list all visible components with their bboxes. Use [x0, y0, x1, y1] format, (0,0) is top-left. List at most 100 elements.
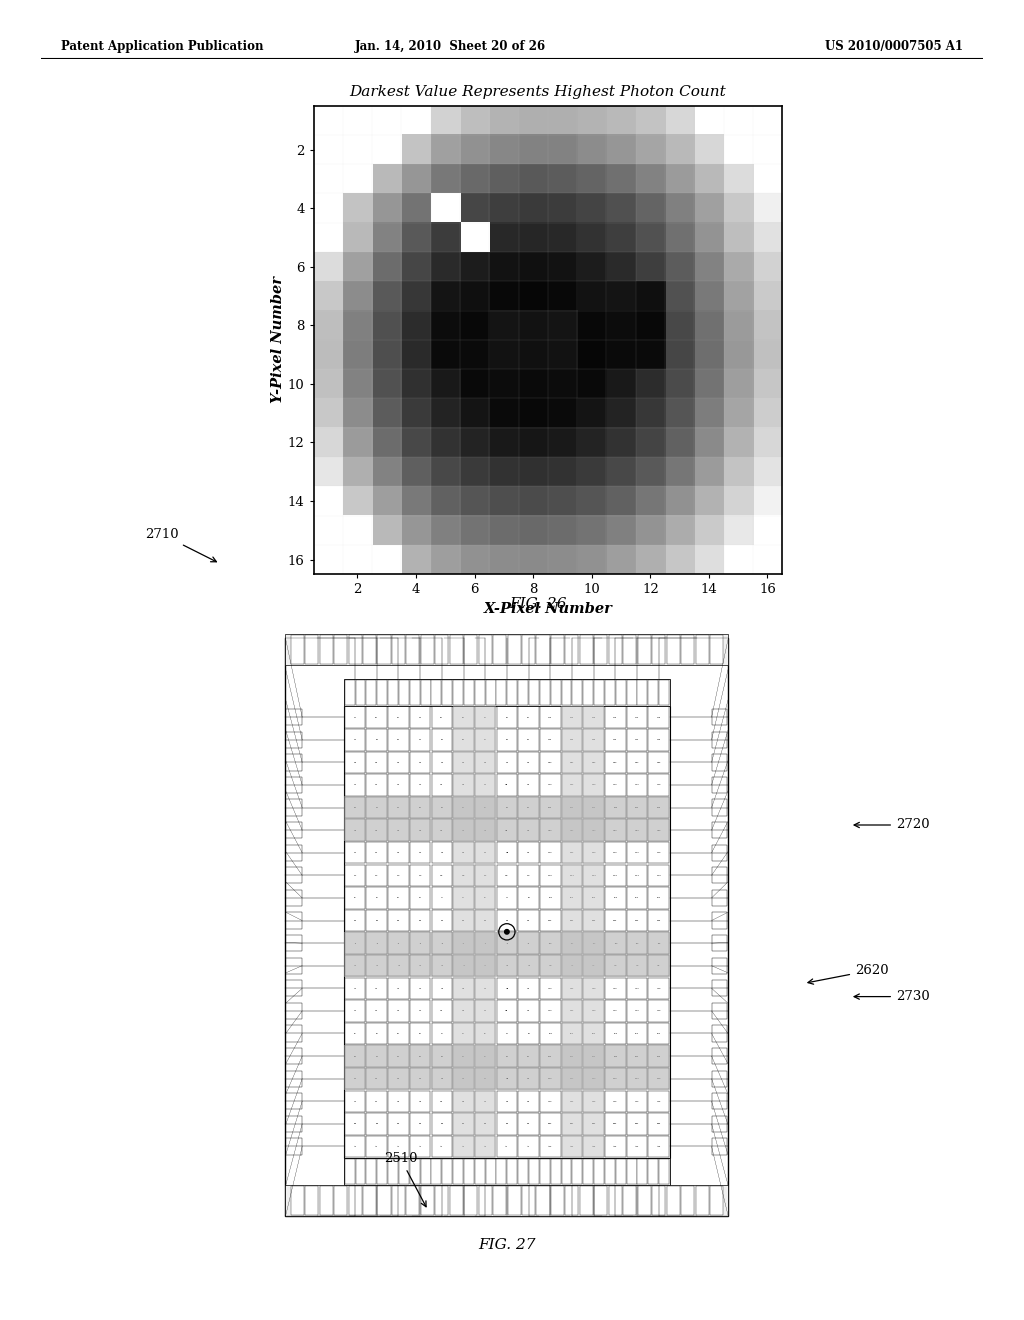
- Bar: [584, 1001, 604, 1022]
- Bar: [367, 820, 387, 841]
- Bar: [367, 1135, 387, 1158]
- Bar: [475, 1090, 496, 1111]
- Bar: [540, 775, 560, 796]
- Bar: [695, 635, 709, 664]
- Bar: [561, 842, 583, 863]
- Bar: [287, 800, 302, 816]
- Bar: [475, 978, 496, 999]
- Bar: [594, 680, 604, 705]
- Bar: [355, 680, 366, 705]
- Bar: [561, 729, 583, 751]
- Bar: [712, 709, 727, 725]
- Bar: [367, 909, 387, 932]
- Bar: [712, 754, 727, 771]
- Bar: [344, 1045, 670, 1068]
- Bar: [648, 1001, 669, 1022]
- Bar: [584, 751, 604, 774]
- Bar: [367, 706, 387, 727]
- Bar: [388, 1159, 398, 1184]
- Bar: [287, 1115, 302, 1133]
- Bar: [710, 1187, 723, 1216]
- Bar: [584, 1068, 604, 1089]
- Bar: [540, 978, 560, 999]
- Bar: [454, 954, 474, 977]
- Bar: [712, 1138, 727, 1155]
- Bar: [345, 1023, 366, 1044]
- Bar: [627, 1068, 647, 1089]
- Bar: [518, 706, 539, 727]
- Bar: [605, 932, 626, 954]
- Bar: [695, 1187, 709, 1216]
- Bar: [627, 1113, 647, 1135]
- Bar: [388, 820, 409, 841]
- Bar: [454, 978, 474, 999]
- Bar: [561, 751, 583, 774]
- Bar: [648, 751, 669, 774]
- Bar: [345, 1068, 366, 1089]
- Bar: [392, 1187, 404, 1216]
- Bar: [605, 1023, 626, 1044]
- Bar: [648, 1113, 669, 1135]
- Bar: [475, 820, 496, 841]
- Bar: [345, 1001, 366, 1022]
- Bar: [497, 820, 517, 841]
- Bar: [551, 635, 564, 664]
- Bar: [431, 706, 453, 727]
- Bar: [551, 1159, 561, 1184]
- Bar: [551, 1187, 564, 1216]
- Bar: [561, 932, 583, 954]
- Bar: [518, 1068, 539, 1089]
- Bar: [410, 1159, 420, 1184]
- Bar: [345, 729, 366, 751]
- Bar: [410, 1135, 430, 1158]
- Bar: [454, 1001, 474, 1022]
- Bar: [605, 706, 626, 727]
- Bar: [431, 797, 453, 818]
- Circle shape: [505, 929, 509, 935]
- Bar: [540, 729, 560, 751]
- Bar: [518, 954, 539, 977]
- Bar: [652, 635, 666, 664]
- Bar: [605, 865, 626, 886]
- Bar: [522, 1187, 536, 1216]
- Bar: [648, 680, 658, 705]
- Bar: [508, 635, 520, 664]
- Bar: [584, 1023, 604, 1044]
- Bar: [561, 1135, 583, 1158]
- Bar: [388, 1068, 409, 1089]
- Bar: [287, 890, 302, 906]
- Bar: [638, 1187, 651, 1216]
- Bar: [605, 729, 626, 751]
- Bar: [497, 751, 517, 774]
- Bar: [344, 796, 670, 818]
- Bar: [540, 751, 560, 774]
- Bar: [378, 1187, 390, 1216]
- Bar: [421, 680, 430, 705]
- Bar: [627, 909, 647, 932]
- Bar: [431, 887, 453, 908]
- Bar: [648, 797, 669, 818]
- Bar: [442, 1159, 453, 1184]
- Bar: [712, 981, 727, 997]
- Bar: [454, 842, 474, 863]
- Bar: [580, 635, 593, 664]
- Bar: [518, 909, 539, 932]
- Bar: [712, 777, 727, 793]
- Text: 2620: 2620: [808, 964, 889, 985]
- Bar: [367, 1001, 387, 1022]
- Bar: [362, 1187, 376, 1216]
- Bar: [431, 820, 453, 841]
- Bar: [605, 1045, 626, 1067]
- Bar: [286, 634, 728, 665]
- Bar: [345, 865, 366, 886]
- Bar: [345, 797, 366, 818]
- Bar: [345, 1159, 354, 1184]
- Bar: [344, 1158, 670, 1185]
- Bar: [648, 1023, 669, 1044]
- Bar: [497, 865, 517, 886]
- Bar: [475, 865, 496, 886]
- Bar: [410, 1068, 430, 1089]
- Bar: [497, 1045, 517, 1067]
- Bar: [431, 909, 453, 932]
- Bar: [367, 751, 387, 774]
